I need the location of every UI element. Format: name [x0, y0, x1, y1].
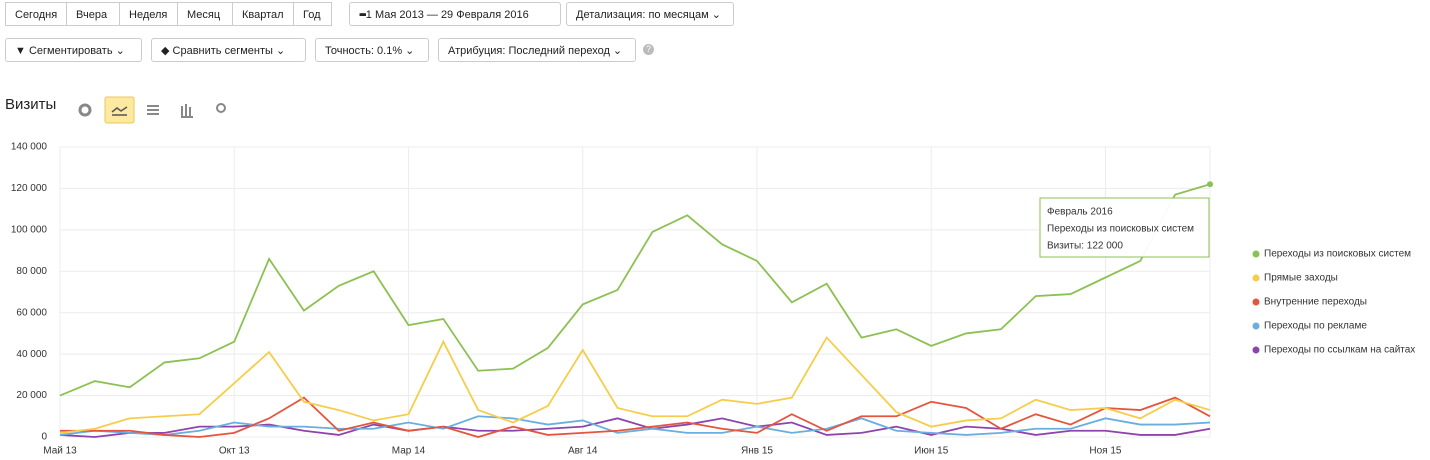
tooltip-value: Визиты: 122 000	[1047, 241, 1123, 252]
chart-type-icons	[78, 96, 226, 124]
section-title: Визиты	[5, 96, 57, 113]
y-tick-label: 0	[41, 432, 47, 443]
period-button[interactable]: Год	[293, 2, 332, 26]
legend-swatch	[1252, 250, 1260, 258]
legend-label: Внутренние переходы	[1264, 297, 1367, 308]
legend-label: Переходы по рекламе	[1264, 321, 1367, 332]
tooltip-series: Переходы из поисковых систем	[1047, 224, 1194, 235]
compare-text: Сравнить сегменты	[172, 45, 273, 57]
highlight-point	[1207, 181, 1213, 188]
period-button[interactable]: Квартал	[232, 2, 294, 26]
legend-swatch	[1252, 346, 1260, 354]
x-tick-label: Май 13	[43, 446, 77, 457]
compare-button[interactable]: ◆ Сравнить сегменты ⌄	[151, 38, 306, 62]
date-range[interactable]: ▪▪▪ 1 Мая 2013 — 29 Февраля 2016	[349, 2, 561, 26]
detail-select[interactable]: Детализация: по месяцам ⌄	[566, 2, 734, 26]
x-tick-label: Авг 14	[568, 446, 598, 457]
x-tick-label: Окт 13	[219, 446, 250, 457]
detail-text: Детализация: по месяцам	[576, 9, 709, 21]
y-tick-label: 40 000	[16, 349, 47, 360]
tooltip-title: Февраль 2016	[1047, 207, 1113, 218]
series-line	[59, 417, 1211, 438]
plot-frame	[59, 146, 1211, 438]
segment-text: Сегментировать	[28, 45, 113, 57]
period-button[interactable]: Вчера	[66, 2, 120, 26]
y-tick-label: 120 000	[11, 183, 48, 194]
y-tick-label: 100 000	[11, 224, 48, 235]
y-tick-label: 60 000	[16, 307, 47, 318]
line-icon	[111, 106, 128, 116]
help-icon[interactable]: ?	[643, 44, 654, 55]
tooltip: Февраль 2016 Переходы из поисковых систем…	[1039, 197, 1210, 258]
legend-label: Переходы из поисковых систем	[1264, 249, 1411, 260]
series-line	[59, 336, 1211, 434]
area-icon[interactable]	[147, 105, 159, 115]
tooltip-box	[1039, 197, 1210, 258]
accuracy-text: Точность: 0.1%	[325, 45, 403, 57]
series-line	[60, 396, 1211, 438]
accuracy-select[interactable]: Точность: 0.1% ⌄	[315, 38, 429, 62]
x-tick-label: Мар 14	[392, 446, 426, 457]
series-line	[59, 415, 1211, 436]
series-line	[59, 183, 1211, 397]
bar-icon[interactable]	[181, 104, 193, 118]
x-tick-label: Ноя 15	[1089, 446, 1122, 457]
period-button[interactable]: Месяц	[177, 2, 233, 26]
x-tick-label: Июн 15	[914, 446, 949, 457]
x-tick-label: Янв 15	[741, 446, 773, 457]
y-tick-label: 140 000	[11, 142, 48, 153]
legend-label: Переходы по ссылкам на сайтах	[1264, 345, 1415, 356]
segment-button[interactable]: ▼ Сегментировать ⌄	[5, 38, 142, 62]
legend-swatch	[1252, 322, 1260, 330]
period-button[interactable]: Неделя	[119, 2, 178, 26]
attribution-text: Атрибуция: Последний переход	[448, 45, 610, 57]
y-tick-label: 20 000	[16, 390, 47, 401]
legend-label: Прямые заходы	[1264, 273, 1338, 284]
legend-swatch	[1252, 274, 1260, 282]
y-tick-label: 80 000	[16, 266, 47, 277]
map-icon[interactable]	[216, 103, 226, 113]
legend-swatch	[1252, 298, 1260, 306]
period-button[interactable]: Сегодня	[5, 2, 67, 26]
pie-icon[interactable]	[78, 103, 92, 117]
date-range-text: 1 Мая 2013 — 29 Февраля 2016	[365, 9, 529, 21]
attribution-select[interactable]: Атрибуция: Последний переход ⌄	[438, 38, 636, 62]
